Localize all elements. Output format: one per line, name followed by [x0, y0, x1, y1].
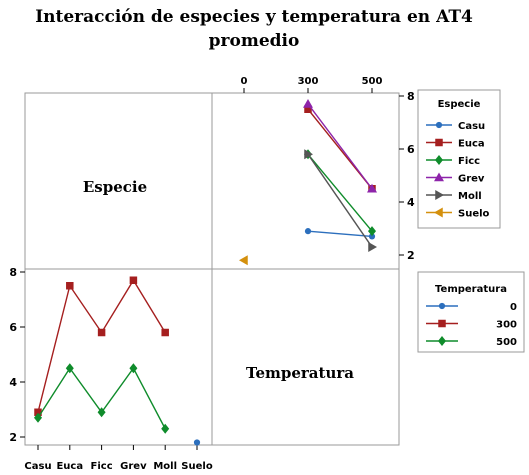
bottom-x-tick-label-suelo: Suelo — [181, 461, 213, 472]
top-x-tick-label-500: 500 — [362, 76, 383, 87]
bottom-point-temp-300-euca — [66, 282, 74, 290]
panel-temperature-by-species: 0 300 500 2 4 6 8 — [239, 76, 415, 266]
legend-temperatura-box — [417, 271, 525, 353]
top-point-casu-500 — [368, 233, 376, 240]
legend-temperatura-marker-0 — [438, 302, 446, 310]
bottom-point-temp-500-ficc — [97, 407, 106, 418]
top-line-grev — [307, 103, 373, 190]
right-y-tick-label-4: 4 — [407, 196, 415, 209]
legend-especie-label-grev: Grev — [458, 174, 485, 185]
top-point-ficc-500 — [368, 226, 376, 237]
legend-especie-label-euca: Euca — [458, 139, 485, 150]
legend-especie-label-ficc: Ficc — [458, 156, 480, 167]
legend-especie-marker-euca — [435, 138, 443, 147]
legend-temperatura-label-0: 0 — [510, 302, 517, 313]
legend-especie-label-casu: Casu — [458, 121, 485, 132]
top-x-tick-label-300: 300 — [298, 76, 319, 87]
legend-temperatura-label-300: 300 — [496, 320, 517, 331]
left-y-tick-label-8: 8 — [9, 266, 17, 279]
top-point-grev-300 — [303, 98, 313, 108]
bottom-point-temp-500-moll — [161, 423, 170, 434]
legend-especie-label-moll: Moll — [458, 191, 482, 202]
top-point-moll-500 — [368, 242, 377, 253]
top-point-grev-500 — [367, 183, 377, 193]
top-point-suelo-0 — [239, 255, 248, 266]
top-point-casu-300 — [304, 228, 312, 235]
legend-especie-marker-ficc — [435, 155, 443, 165]
legend-especie-box — [417, 89, 501, 229]
bottom-x-tick-label-grev: Grev — [120, 461, 147, 472]
bottom-point-temp-500-euca — [65, 363, 74, 374]
top-line-casu — [307, 230, 373, 238]
legend-especie-title: Especie — [438, 99, 481, 110]
bottom-point-temp-300-moll — [161, 328, 169, 337]
legend-temperatura-title: Temperatura — [435, 284, 507, 295]
bottom-point-temp-0-suelo — [193, 439, 201, 446]
bottom-line-temp-500 — [37, 366, 166, 430]
chart-title-line-1: Interacción de especies y temperatura en… — [35, 7, 473, 27]
chart-title-line-2: promedio — [209, 31, 300, 51]
left-y-tick-label-2: 2 — [9, 431, 17, 444]
bottom-x-tick-label-euca: Euca — [56, 461, 83, 472]
bottom-point-temp-300-ficc — [97, 328, 106, 337]
left-y-tick-label-6: 6 — [9, 321, 17, 334]
bottom-x-tick-label-casu: Casu — [24, 461, 51, 472]
bottom-point-temp-300-grev — [129, 276, 138, 284]
top-point-moll-300 — [304, 149, 313, 160]
right-y-tick-label-2: 2 — [407, 249, 415, 262]
bottom-point-temp-500-casu — [34, 412, 42, 423]
left-y-tick-label-4: 4 — [9, 376, 17, 389]
legend-especie: Especie Casu Euca Ficc Grev Moll Suelo — [417, 89, 501, 229]
diagonal-label-especie: Especie — [83, 178, 147, 196]
top-x-tick-label-0: 0 — [241, 76, 248, 87]
legend-temperatura-marker-300 — [438, 319, 446, 328]
legend-temperatura-label-500: 500 — [496, 337, 517, 348]
bottom-x-tick-label-moll: Moll — [153, 461, 177, 472]
right-y-tick-label-8: 8 — [407, 90, 415, 103]
legend-especie-marker-casu — [435, 121, 443, 129]
top-point-euca-300 — [304, 105, 312, 113]
panel-species-by-temperature: Casu Euca Ficc Grev Moll Suelo 2 4 6 8 — [9, 266, 212, 472]
legend-temperatura-marker-500 — [438, 336, 446, 346]
bottom-point-temp-500-grev — [129, 363, 138, 374]
legend-especie-marker-suelo — [434, 207, 443, 218]
diagonal-label-temperatura: Temperatura — [246, 364, 354, 382]
top-line-ficc — [307, 153, 373, 232]
bottom-point-temp-300-casu — [34, 408, 42, 416]
top-line-moll — [307, 153, 373, 248]
legend-especie-label-suelo: Suelo — [458, 209, 490, 220]
right-y-tick-label-6: 6 — [407, 143, 415, 156]
bottom-x-tick-label-ficc: Ficc — [91, 461, 113, 472]
legend-especie-marker-moll — [435, 190, 444, 200]
legend-temperatura: Temperatura 0 300 500 — [417, 271, 525, 353]
legend-especie-marker-grev — [434, 172, 444, 182]
